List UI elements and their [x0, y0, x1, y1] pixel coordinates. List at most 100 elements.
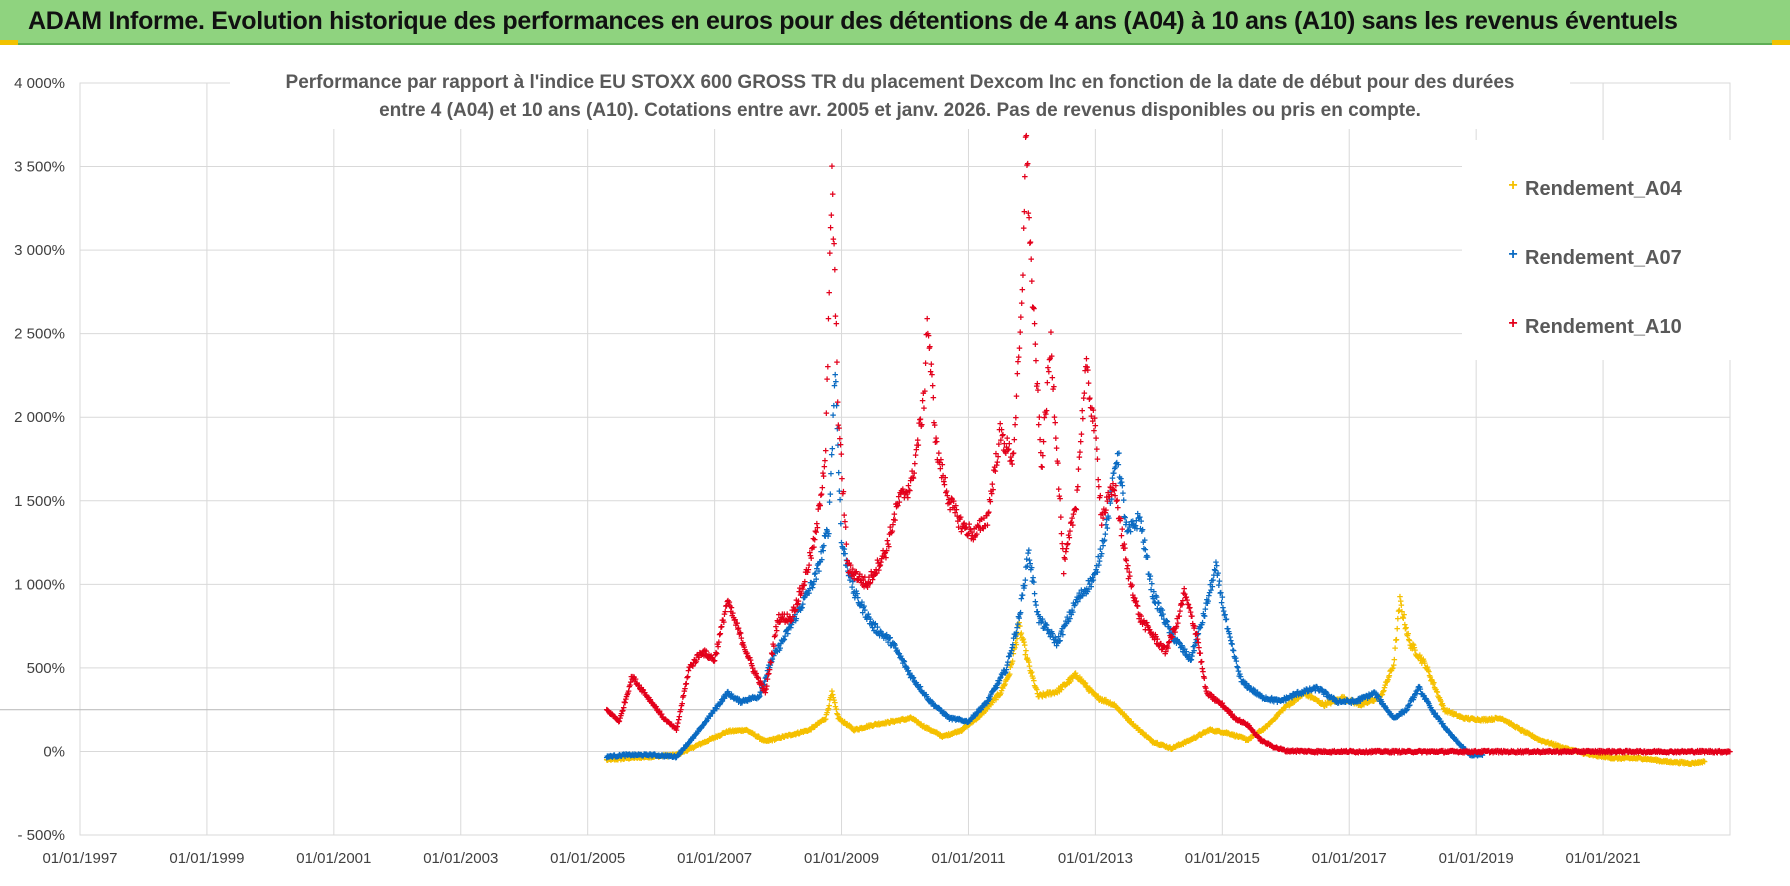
scatter-point: +: [637, 752, 643, 764]
scatter-point: +: [1297, 691, 1303, 703]
scatter-point: +: [1116, 705, 1122, 717]
scatter-point: +: [1208, 725, 1214, 737]
scatter-point: +: [604, 751, 610, 763]
scatter-point: +: [1672, 758, 1678, 770]
scatter-point: +: [1053, 443, 1059, 455]
scatter-point: +: [1122, 711, 1128, 723]
scatter-point: +: [838, 518, 844, 530]
scatter-point: +: [906, 714, 912, 726]
scatter-point: +: [957, 726, 963, 738]
scatter-point: +: [674, 750, 680, 762]
scatter-point: +: [1491, 715, 1497, 727]
scatter-point: +: [666, 752, 672, 764]
scatter-point: +: [774, 647, 780, 659]
scatter-point: +: [642, 752, 648, 764]
scatter-point: +: [905, 666, 911, 678]
scatter-point: +: [625, 749, 631, 761]
scatter-point: +: [1486, 715, 1492, 727]
scatter-point: +: [1304, 688, 1310, 700]
scatter-point: +: [1273, 710, 1279, 722]
scatter-point: +: [706, 735, 712, 747]
scatter-point: +: [1483, 715, 1489, 727]
scatter-point: +: [779, 731, 785, 743]
scatter-point: +: [1677, 758, 1683, 770]
scatter-point: +: [843, 560, 849, 572]
scatter-point: +: [646, 751, 652, 763]
scatter-point: +: [938, 731, 944, 743]
scatter-point: +: [993, 695, 999, 707]
scatter-point: +: [911, 715, 917, 727]
scatter-point: +: [1267, 718, 1273, 730]
scatter-point: +: [850, 577, 856, 589]
scatter-point: +: [1429, 676, 1435, 688]
scatter-point: +: [694, 740, 700, 752]
scatter-point: +: [984, 520, 990, 532]
scatter-point: +: [930, 698, 936, 710]
scatter-point: +: [749, 692, 755, 704]
scatter-point: +: [1597, 751, 1603, 763]
scatter-point: +: [1070, 672, 1076, 684]
scatter-point: +: [1144, 732, 1150, 744]
scatter-point: +: [1123, 713, 1129, 725]
scatter-point: +: [1173, 741, 1179, 753]
scatter-point: +: [1633, 754, 1639, 766]
scatter-point: +: [1122, 711, 1128, 723]
scatter-point: +: [754, 692, 760, 704]
scatter-point: +: [1376, 692, 1382, 704]
scatter-point: +: [1596, 750, 1602, 762]
scatter-point: +: [927, 695, 933, 707]
scatter-point: +: [1359, 699, 1365, 711]
scatter-point: +: [1005, 652, 1011, 664]
scatter-point: +: [1366, 697, 1372, 709]
scatter-point: +: [1617, 754, 1623, 766]
scatter-point: +: [701, 738, 707, 750]
scatter-point: +: [1365, 696, 1371, 708]
scatter-point: +: [655, 751, 661, 763]
scatter-point: +: [1197, 730, 1203, 742]
scatter-point: +: [874, 720, 880, 732]
scatter-point: +: [901, 714, 907, 726]
scatter-point: +: [1653, 754, 1659, 766]
scatter-point: +: [929, 697, 935, 709]
scatter-point: +: [1139, 727, 1145, 739]
scatter-point: +: [642, 749, 648, 761]
scatter-point: +: [1489, 715, 1495, 727]
scatter-point: +: [721, 728, 727, 740]
scatter-point: +: [1015, 621, 1021, 633]
scatter-point: +: [1570, 746, 1576, 758]
scatter-point: +: [988, 689, 994, 701]
scatter-point: +: [1127, 718, 1133, 730]
scatter-point: +: [1025, 655, 1031, 667]
scatter-point: +: [817, 717, 823, 729]
scatter-point: +: [713, 703, 719, 715]
scatter-point: +: [603, 752, 609, 764]
scatter-point: +: [992, 684, 998, 696]
scatter-point: +: [628, 750, 634, 762]
scatter-point: +: [885, 717, 891, 729]
scatter-point: +: [893, 643, 899, 655]
scatter-point: +: [1183, 737, 1189, 749]
scatter-point: +: [1068, 672, 1074, 684]
scatter-point: +: [982, 706, 988, 718]
scatter-point: +: [1641, 754, 1647, 766]
banner-accent-left: [0, 40, 18, 45]
scatter-point: +: [664, 751, 670, 763]
scatter-point: +: [1085, 378, 1091, 390]
scatter-point: +: [1699, 757, 1705, 769]
scatter-point: +: [1366, 696, 1372, 708]
scatter-point: +: [790, 730, 796, 742]
scatter-point: +: [1058, 682, 1064, 694]
scatter-point: +: [1639, 754, 1645, 766]
scatter-point: +: [794, 606, 800, 618]
scatter-point: +: [806, 588, 812, 600]
scatter-point: +: [690, 733, 696, 745]
scatter-point: +: [1419, 655, 1425, 667]
scatter-point: +: [1195, 730, 1201, 742]
scatter-point: +: [1358, 700, 1364, 712]
scatter-point: +: [662, 751, 668, 763]
scatter-point: +: [740, 696, 746, 708]
scatter-point: +: [1505, 718, 1511, 730]
scatter-point: +: [1220, 728, 1226, 740]
scatter-point: +: [1234, 731, 1240, 743]
scatter-point: +: [1373, 694, 1379, 706]
